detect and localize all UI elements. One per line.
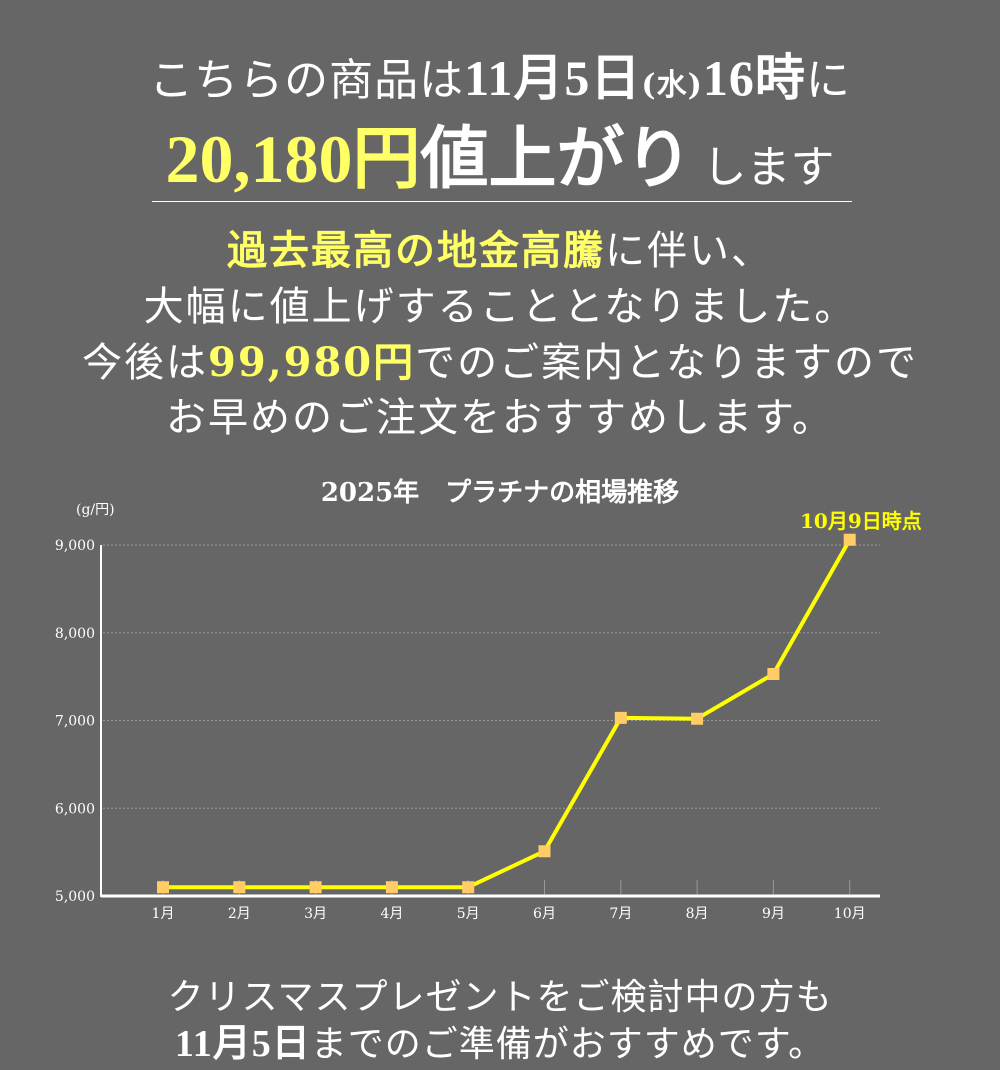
x-axis-ticks: 1月 2月 3月 4月 5月 6月 7月 8月 9月 10月	[152, 880, 866, 922]
data-point-marker	[538, 845, 551, 858]
chart-title: 2025年 プラチナの相場推移	[320, 478, 680, 508]
x-tick-label: 6月	[533, 906, 556, 922]
headline-line2: 20,180円値上がり します	[0, 103, 1000, 202]
x-tick-label: 3月	[304, 906, 327, 922]
x-tick-label: 8月	[686, 906, 709, 922]
footer-line2: 11月5日までのご準備がおすすめです。	[0, 1012, 1000, 1067]
data-point-marker	[385, 881, 398, 894]
gridlines	[103, 544, 880, 809]
deadline-day: (水)	[641, 68, 703, 103]
message-text: 今後は	[82, 340, 209, 386]
price-increase-amount: 20,180円	[165, 121, 421, 197]
y-tick-label: 8,000	[55, 626, 95, 642]
data-point-marker	[614, 711, 627, 724]
y-tick-label: 5,000	[55, 889, 95, 905]
footer-text: までのご準備がおすすめです。	[310, 1024, 826, 1065]
chart-annotation: 10月9日時点	[800, 509, 922, 533]
data-point-marker	[767, 667, 780, 680]
headline-intro: こちらの商品は	[149, 55, 465, 106]
y-tick-label: 6,000	[55, 801, 95, 817]
data-point-marker	[309, 881, 322, 894]
data-point-marker	[462, 881, 475, 894]
message-line4: お早めのご注文をおすすめします。	[166, 395, 834, 441]
price-increase-label: 値上がり	[420, 119, 693, 199]
data-markers	[157, 533, 856, 894]
data-point-marker	[233, 881, 246, 894]
series-line	[163, 538, 852, 890]
x-tick-label: 10月	[834, 906, 866, 922]
footer-line1: クリスマスプレゼントをご検討中の方も	[167, 977, 833, 1018]
data-point-marker	[691, 712, 704, 725]
x-tick-label: 2月	[228, 906, 251, 922]
message-line2: 大幅に値上げすることとなりました。	[143, 284, 857, 330]
y-axis-unit: (g/円)	[76, 502, 115, 518]
divider	[152, 201, 852, 202]
data-point-marker	[157, 881, 169, 894]
message-line3: 今後は99,980円でのご案内となりますので	[0, 330, 1000, 388]
message-text: に伴い、	[605, 228, 773, 274]
x-tick-label: 5月	[457, 906, 480, 922]
x-tick-label: 4月	[380, 906, 403, 922]
data-point-marker	[843, 533, 856, 546]
deadline-time: 16時	[702, 50, 806, 106]
headline-particle: に	[805, 55, 851, 106]
y-tick-label: 7,000	[55, 714, 95, 730]
x-tick-label: 7月	[609, 906, 632, 922]
y-tick-label: 9,000	[55, 538, 95, 554]
x-tick-label: 1月	[152, 906, 175, 922]
message-text: でのご案内となりますので	[415, 340, 918, 386]
new-price: 99,980円	[208, 339, 416, 386]
y-axis-ticks: 5,000 6,000 7,000 8,000 9,000	[55, 538, 95, 905]
footer-date: 11月5日	[174, 1023, 311, 1065]
deadline-date: 11月5日	[464, 50, 642, 106]
headline-line1: こちらの商品は11月5日(水)16時に	[0, 38, 1000, 110]
message-line1: 過去最高の地金高騰に伴い、	[0, 218, 1000, 276]
headline-suffix: します	[702, 142, 835, 193]
x-tick-label: 9月	[762, 906, 785, 922]
message-highlight: 過去最高の地金高騰	[227, 227, 605, 274]
